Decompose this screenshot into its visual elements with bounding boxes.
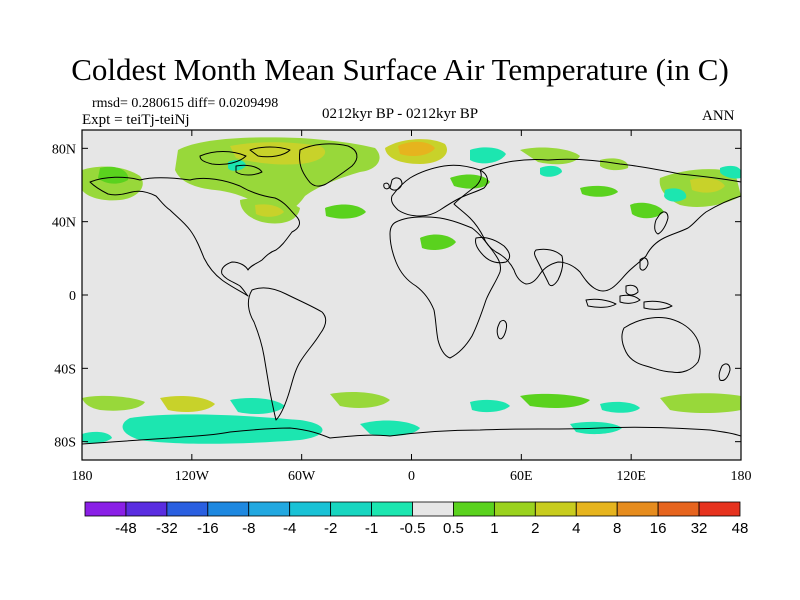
- anomaly-patch-southern-ocean-cyan-1: [230, 398, 285, 414]
- anomaly-patch-canada-east-core: [255, 204, 284, 217]
- colorbar-swatch: [84, 501, 127, 517]
- coastline-indonesia: [585, 284, 673, 310]
- anomaly-patch-ne-negative: [720, 165, 741, 179]
- coastline-india: [534, 248, 564, 287]
- anomaly-patch-aleutian-negative: [664, 188, 687, 202]
- colorbar-label: -8: [242, 520, 255, 537]
- y-tick-label: 80N: [52, 142, 76, 157]
- anomaly-patch-southern-ocean-green-1: [82, 395, 145, 411]
- colorbar-swatch: [616, 501, 659, 517]
- colorbar-swatch: [207, 501, 250, 517]
- coastline-africa: [389, 216, 501, 359]
- colorbar-swatch: [166, 501, 209, 517]
- x-tick-label: 120E: [616, 469, 646, 484]
- anomaly-patch-north-negative: [470, 147, 506, 164]
- colorbar-label: -32: [156, 520, 178, 537]
- coastline-japan: [654, 211, 669, 235]
- anomaly-patch-southern-ocean-cyan-4: [122, 414, 323, 444]
- colorbar-swatch: [248, 501, 291, 517]
- colorbar-label: -4: [283, 520, 296, 537]
- experiment-label: Expt = teiTj-teiNj: [82, 112, 190, 128]
- period-label: 0212kyr BP - 0212kyr BP: [322, 106, 479, 122]
- colorbar-label: 48: [732, 520, 749, 537]
- anomaly-patch-north-atlantic: [325, 204, 366, 219]
- anomaly-patch-alaska: [98, 166, 129, 184]
- colorbar-swatch: [534, 501, 577, 517]
- colorbar-label: 4: [572, 520, 580, 537]
- y-tick-label: 40N: [52, 216, 76, 231]
- season-label: ANN: [702, 108, 735, 124]
- coastlines: [82, 143, 741, 445]
- anomaly-patch-southern-ocean-cyan-5: [360, 420, 420, 436]
- colorbar-swatch: [698, 501, 741, 517]
- coastline-new-zealand: [718, 363, 731, 381]
- plot-title: Coldest Month Mean Surface Air Temperatu…: [71, 52, 729, 87]
- x-tick-label: 60E: [510, 469, 533, 484]
- x-tick-label: 60W: [288, 469, 316, 484]
- colorbar-label: 2: [531, 520, 539, 537]
- colorbar-label: -48: [115, 520, 137, 537]
- map-axes: 180 120W 60W 0 60E 120E 180 80N 40N 0 40S 80S: [52, 130, 752, 484]
- x-tick-label: 180: [72, 469, 93, 484]
- colorbar-label: -2: [324, 520, 337, 537]
- colorbar-label: 16: [650, 520, 667, 537]
- anomaly-patch-barents-core: [398, 141, 435, 156]
- colorbar-label: -16: [197, 520, 219, 537]
- coastline-british-isles: [383, 177, 403, 191]
- colorbar-swatch: [493, 501, 536, 517]
- x-tick-label: 120W: [175, 469, 210, 484]
- x-tick-label: 0: [408, 469, 415, 484]
- y-tick-label: 0: [69, 289, 76, 304]
- colorbar-label: -1: [365, 520, 378, 537]
- anomaly-patch-siberia-negative: [540, 165, 562, 177]
- coastline-europe: [391, 164, 488, 217]
- anomaly-patch-greenland-core: [230, 142, 326, 165]
- coastline-arabia: [475, 237, 511, 264]
- coastline-philippines: [639, 257, 649, 271]
- coastline-greenland: [299, 143, 358, 187]
- colorbar-swatch: [412, 501, 454, 517]
- coastline-asia: [453, 158, 741, 292]
- anomaly-patch-southern-ocean-green-5: [660, 393, 741, 413]
- colorbar-swatch: [330, 501, 372, 517]
- colorbar-label: 32: [691, 520, 708, 537]
- colorbar-swatch: [125, 501, 168, 517]
- colorbar-swatch: [289, 501, 332, 517]
- stats-line: rmsd= 0.280615 diff= 0.0209498: [92, 96, 279, 111]
- anomaly-patch-southern-ocean-cyan-2: [470, 399, 510, 413]
- coastline-north-america: [89, 176, 300, 297]
- colorbar-swatch: [575, 501, 618, 517]
- anomaly-patch-southern-ocean-cyan-3: [600, 401, 640, 413]
- y-tick-label: 40S: [54, 362, 76, 377]
- colorbar-label: 8: [613, 520, 621, 537]
- x-tick-label: 180: [731, 469, 752, 484]
- anomaly-patch-sahara: [420, 234, 456, 250]
- coastline-arctic-islands: [199, 146, 291, 176]
- coastline-antarctica: [82, 426, 741, 445]
- colorbar-label: -0.5: [400, 520, 426, 537]
- colorbar-label: 1: [490, 520, 498, 537]
- anomaly-patch-greenland: [175, 137, 380, 214]
- coastline-south-america: [247, 287, 327, 421]
- colorbar-label: 0.5: [443, 520, 464, 537]
- anomaly-patch-southern-ocean-green-4: [520, 393, 590, 408]
- anomaly-patch-central-asia: [450, 174, 490, 189]
- colorbar-swatch: [657, 501, 700, 517]
- colorbar-swatch: [371, 501, 413, 517]
- coastline-australia: [621, 317, 701, 373]
- coastline-madagascar: [496, 319, 507, 340]
- anomaly-shading: [82, 137, 741, 444]
- y-tick-label: 80S: [54, 436, 76, 451]
- anomaly-patch-east-siberia: [600, 158, 629, 171]
- anomaly-patch-southern-ocean-green-3: [330, 392, 390, 408]
- anomaly-patch-siberia: [520, 147, 580, 165]
- anomaly-patch-southern-ocean-cyan-7: [82, 431, 112, 444]
- anomaly-patch-japan-sea: [630, 202, 664, 219]
- colorbar: -48 -32 -16 -8 -4 -2 -1 -0.5 0.5 1 2 4 8 16 32 48: [84, 501, 749, 537]
- anomaly-patch-southern-ocean-green-2: [160, 396, 215, 412]
- anomaly-patch-siberia-south: [580, 185, 618, 197]
- colorbar-swatch: [453, 501, 495, 517]
- anomaly-patch-kamchatka-core: [690, 178, 725, 193]
